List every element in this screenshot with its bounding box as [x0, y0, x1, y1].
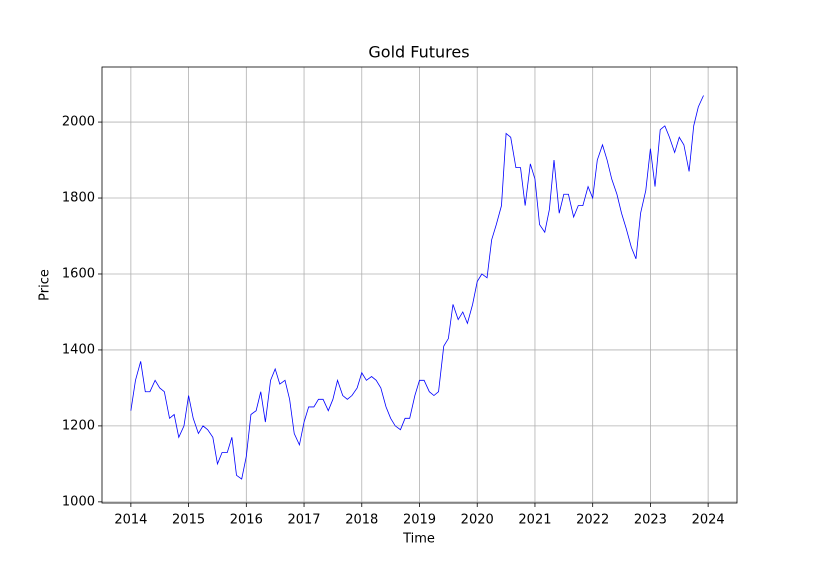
y-tick-label: 1800 [62, 191, 95, 206]
plot-frame [101, 66, 738, 504]
x-tick-label: 2014 [114, 513, 147, 528]
x-tick-label: 2021 [518, 513, 551, 528]
chart-title: Gold Futures [368, 43, 469, 62]
y-tick-label: 1000 [62, 494, 95, 509]
y-tick-label: 1600 [62, 266, 95, 281]
x-tick-label: 2022 [576, 513, 609, 528]
x-tick-label: 2016 [230, 513, 263, 528]
y-tick-label: 1400 [62, 342, 95, 357]
x-tick-label: 2019 [403, 513, 436, 528]
price-line [130, 95, 704, 480]
x-tick-label: 2023 [634, 513, 667, 528]
x-tick-label: 2020 [461, 513, 494, 528]
x-tick-label: 2024 [692, 513, 725, 528]
y-axis-label: Price [38, 269, 53, 301]
y-tick-label: 1200 [62, 418, 95, 433]
x-axis-label: Time [402, 532, 435, 547]
x-tick-label: 2018 [345, 513, 378, 528]
y-tick-label: 2000 [62, 115, 95, 130]
x-tick-label: 2017 [287, 513, 320, 528]
x-tick-label: 2015 [172, 513, 205, 528]
